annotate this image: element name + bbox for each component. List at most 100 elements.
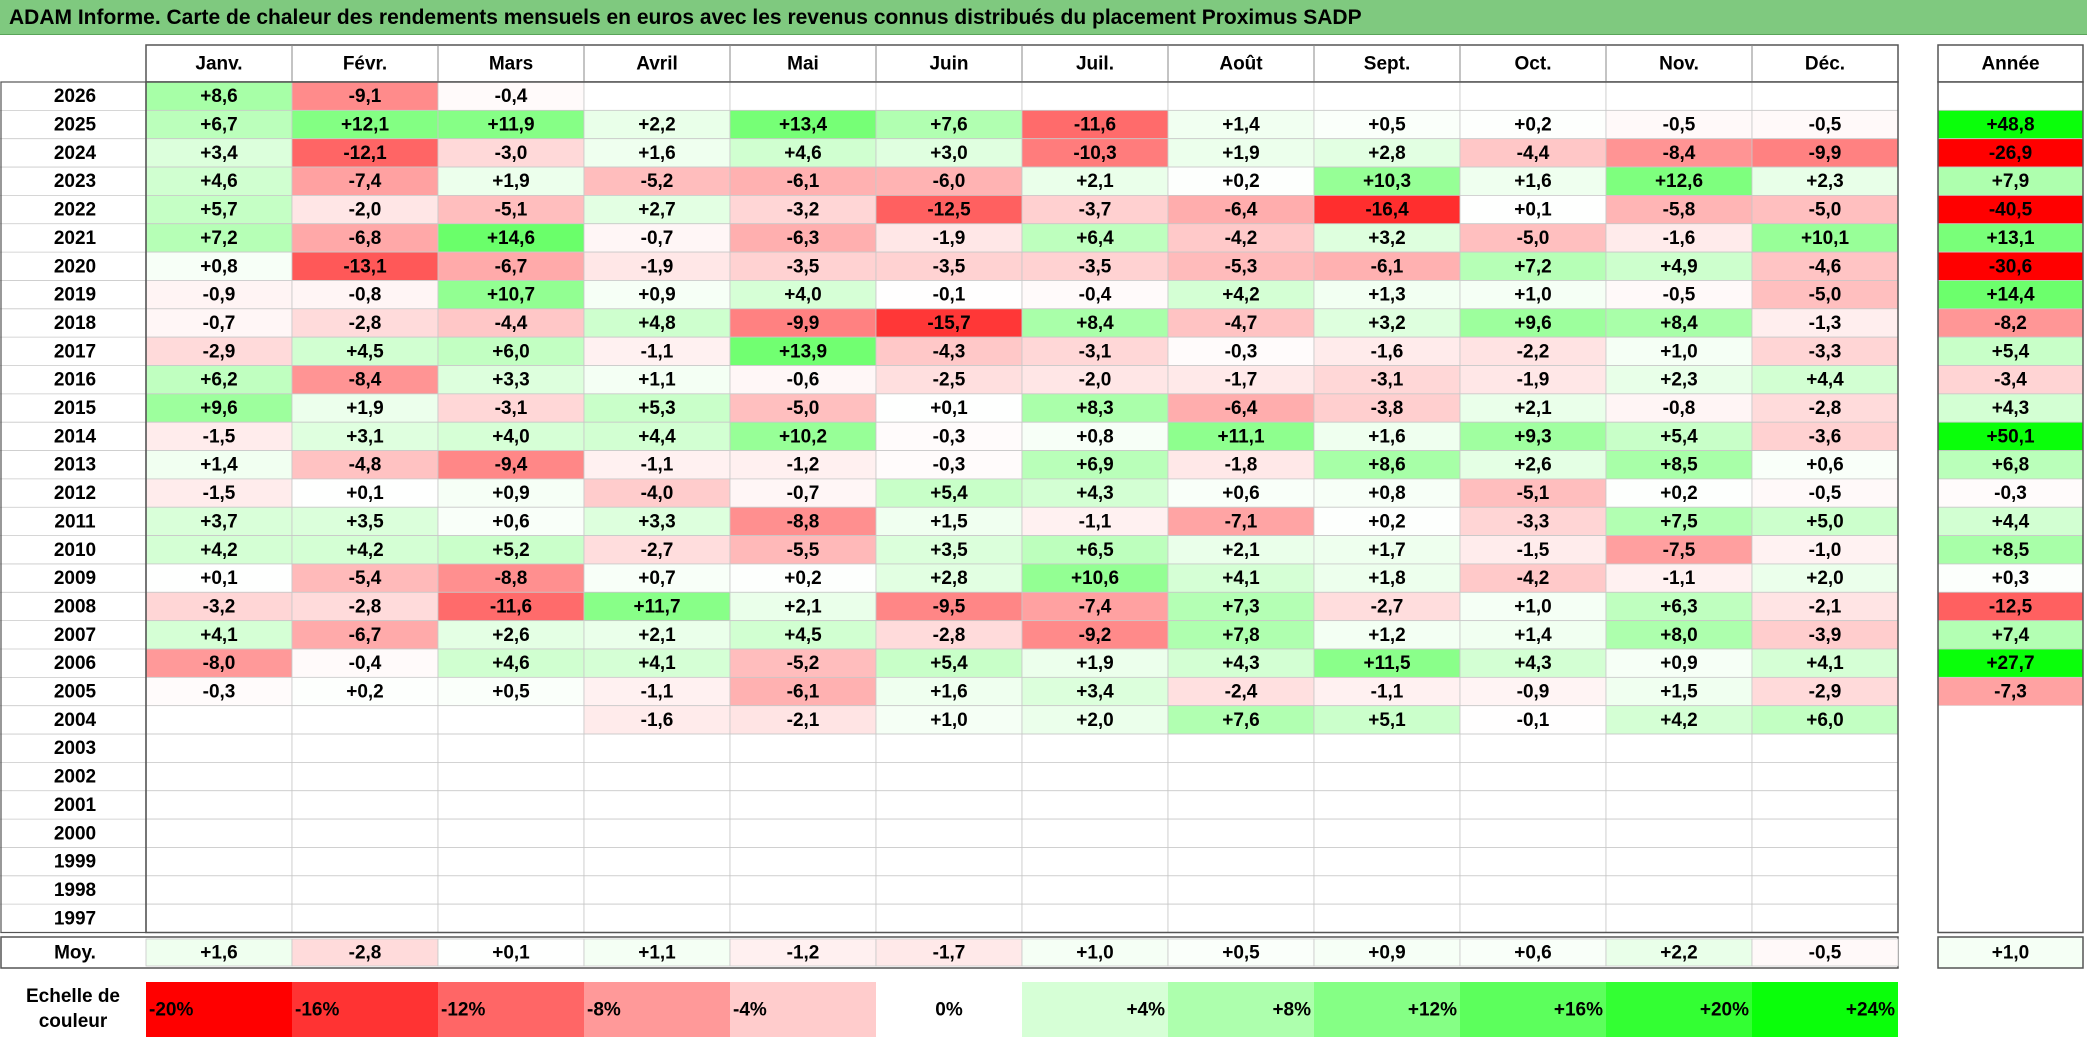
cell-value: -12,1 [343,143,387,164]
heatmap-cell [291,223,439,253]
heatmap-cell [729,166,877,196]
cell-value: -5,0 [1517,228,1550,249]
cell-value: +8,4 [1076,313,1114,334]
annual-value: -3,4 [1994,370,2027,391]
heatmap-cell [1605,875,1753,905]
heatmap-cell [1459,138,1607,168]
average-value: +0,6 [1514,943,1552,964]
heatmap-cell [1605,620,1753,650]
cell-value: -5,4 [349,568,382,589]
heatmap-cell [583,903,731,933]
cell-value: -1,3 [1809,313,1842,334]
cell-value: -1,9 [933,228,966,249]
heatmap-cell [1313,194,1461,225]
cell-value: +1,8 [1368,568,1406,589]
heatmap-cell [437,733,585,763]
heatmap-cell [1751,393,1899,423]
heatmap-cell [1459,308,1607,338]
heatmap-cell [583,648,731,678]
heatmap-cell [583,733,731,763]
heatmap-cell [1605,818,1753,848]
heatmap-cell [875,903,1023,933]
cell-value: +0,6 [492,511,530,532]
cell-value: -8,0 [203,653,236,674]
heatmap-cell [437,506,585,537]
heatmap-cell [1459,506,1607,537]
annual-value: +13,1 [1986,228,2035,249]
cell-value: -1,9 [641,256,674,277]
heatmap-cell [1751,676,1899,707]
cell-value: +8,3 [1076,398,1114,419]
scale-swatch [292,982,438,1037]
cell-value: -0,9 [203,285,236,306]
heatmap-cell [1167,138,1315,168]
cell-value: -3,3 [1809,341,1842,362]
heatmap-cell [291,365,439,395]
year-label-2016: 2016 [54,370,96,391]
cell-value: -2,1 [1809,596,1842,617]
cell-value: -4,7 [1225,313,1258,334]
cell-value: -1,6 [641,710,674,731]
heatmap-cell [1605,506,1753,537]
heatmap-cell [437,365,585,395]
scale-swatch [1022,982,1168,1037]
heatmap-cell [1167,308,1315,338]
cell-value: +6,7 [200,115,238,136]
cell-value: +0,1 [1514,200,1552,221]
average-cell [1751,938,1899,967]
cell-value: +6,9 [1076,455,1114,476]
cell-value: -0,1 [1517,710,1550,731]
heatmap-cell [291,790,439,820]
cell-value: +4,1 [1222,568,1260,589]
cell-value: +0,2 [1368,511,1406,532]
heatmap-cell [583,591,731,622]
annual-cell [1938,734,2083,763]
cell-value: -12,5 [927,200,971,221]
cell-value: -6,0 [933,171,966,192]
heatmap-cell [1313,875,1461,905]
cell-value: -8,8 [787,511,820,532]
heatmap-cell [583,875,731,905]
heatmap-cell [729,818,877,848]
cell-value: -2,1 [787,710,820,731]
year-label-2012: 2012 [54,483,96,504]
annual-cell [1937,194,2084,225]
heatmap-cell [1459,620,1607,650]
heatmap-cell [583,138,731,168]
heatmap-cell [729,620,877,650]
heatmap-cell [875,591,1023,622]
heatmap-cell [145,733,293,763]
heatmap-cell [583,109,731,140]
year-label-2023: 2023 [54,171,96,192]
heatmap-cell [875,251,1023,281]
heatmap-cell [145,903,293,933]
year-label-2019: 2019 [54,285,96,306]
heatmap-cell [145,166,293,196]
heatmap-cell [437,648,585,678]
heatmap-cell [1313,308,1461,338]
cell-value: +8,6 [200,86,238,107]
heatmap-cell [875,847,1023,877]
heatmap-cell [291,138,439,168]
heatmap-cell [729,705,877,735]
heatmap-cell [729,875,877,905]
cell-value: +11,7 [633,596,680,617]
heatmap-cell [1167,875,1315,905]
annual-value: -8,2 [1994,313,2027,334]
cell-value: +7,5 [1660,511,1698,532]
cell-value: -5,1 [1517,483,1550,504]
heatmap-cell [1313,847,1461,877]
heatmap-cell [1167,81,1315,111]
cell-value: +1,9 [1076,653,1114,674]
year-label-2017: 2017 [54,341,96,362]
year-label-2000: 2000 [54,823,96,844]
heatmap-cell [729,591,877,622]
heatmap-cell [1459,280,1607,310]
cell-value: +6,4 [1076,228,1114,249]
average-value: +0,1 [492,943,530,964]
cell-value: +4,2 [200,540,238,561]
cell-value: -8,4 [349,370,382,391]
heatmap-cell [1751,818,1899,848]
heatmap-cell [437,280,585,310]
cell-value: -2,7 [641,540,674,561]
